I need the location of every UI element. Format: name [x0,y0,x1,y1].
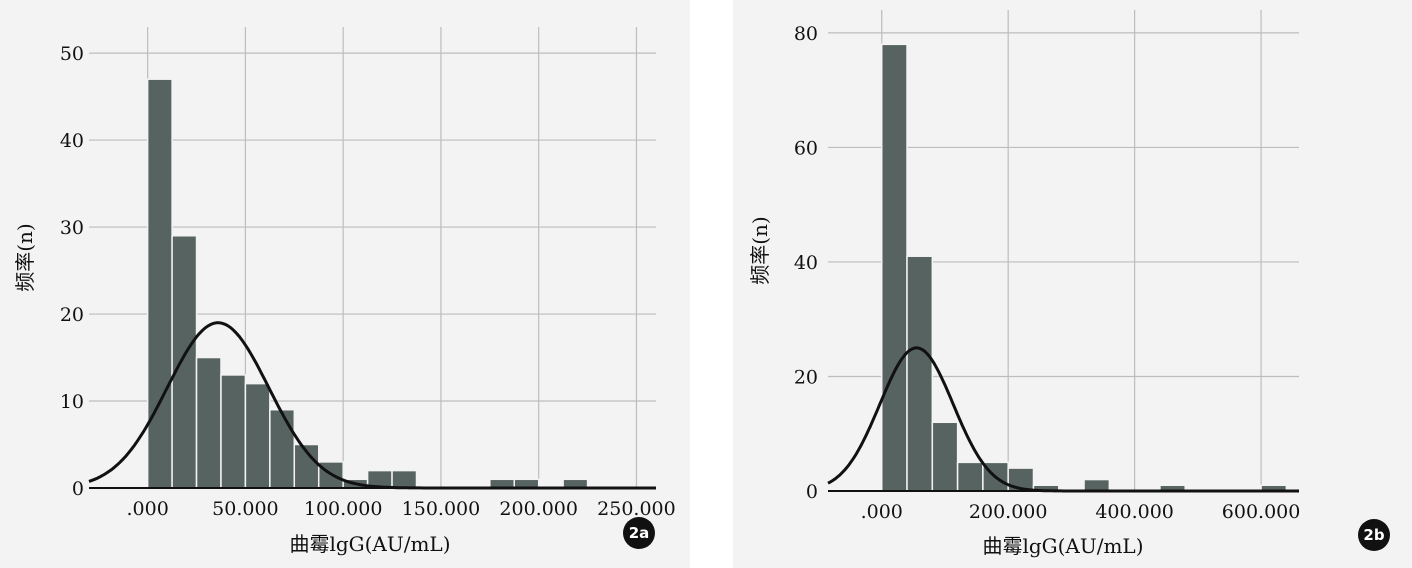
x-axis-label: 曲霉lgG(AU/mL) [289,532,450,556]
y-axis-label: 频率(n) [13,223,37,292]
histogram-bar [1083,478,1111,492]
y-tick-label: 30 [60,217,84,239]
y-axis-label: 频率(n) [748,216,772,285]
panel-badge-label: 2a [629,524,650,542]
y-tick-label: 60 [794,137,818,159]
x-tick-label: 150.000 [402,498,481,520]
normal-curve [88,321,656,490]
y-tick-label: 50 [60,43,84,65]
x-tick-label: 200.000 [969,501,1048,523]
histogram-bar [391,469,418,489]
panel-badge-label: 2b [1363,526,1384,544]
x-tick-label: 100.000 [304,498,383,520]
histogram-2b: 0 20 40 60 80 .000 200.000 400.000 600.000 曲霉lgG(… [748,10,1390,558]
chart-panel-2b: 0 20 40 60 80 .000 200.000 400.000 600.000 曲霉lgG(… [733,0,1412,568]
y-tick-label: 10 [60,391,84,413]
histogram-bar [931,421,959,492]
x-tick-label: 200.000 [499,498,578,520]
histogram-bar [220,374,247,489]
y-tick-label: 20 [60,304,84,326]
y-tick-label: 80 [794,23,818,45]
histogram-bar [146,78,173,489]
histogram-bar [171,235,198,489]
y-tick-label: 0 [806,481,818,503]
x-tick-label: 400.000 [1095,501,1174,523]
x-tick-label: 50.000 [212,498,278,520]
x-tick-label: .000 [861,501,903,523]
histogram-bar [195,356,222,489]
histogram-bar [956,461,984,492]
panel-badge [1358,519,1390,551]
y-tick-label: 0 [72,478,84,500]
y-tick-label: 40 [794,252,818,274]
x-tick-label: .000 [126,498,168,520]
histogram-bar [880,43,908,492]
x-tick-label: 250.000 [597,498,676,520]
panel-badge [623,517,655,549]
histogram-bar [244,382,271,489]
chart-panel-2a: 0 10 20 30 40 50.000 50.000 100.000 150.000 200.0… [0,0,690,568]
x-tick-label: 600.000 [1222,501,1301,523]
x-axis-label: 曲霉lgG(AU/mL) [982,534,1143,558]
histogram-bar [906,255,934,492]
y-tick-label: 40 [60,130,84,152]
normal-curve [827,346,1299,493]
y-tick-label: 20 [794,366,818,388]
histogram-bar [269,408,296,489]
